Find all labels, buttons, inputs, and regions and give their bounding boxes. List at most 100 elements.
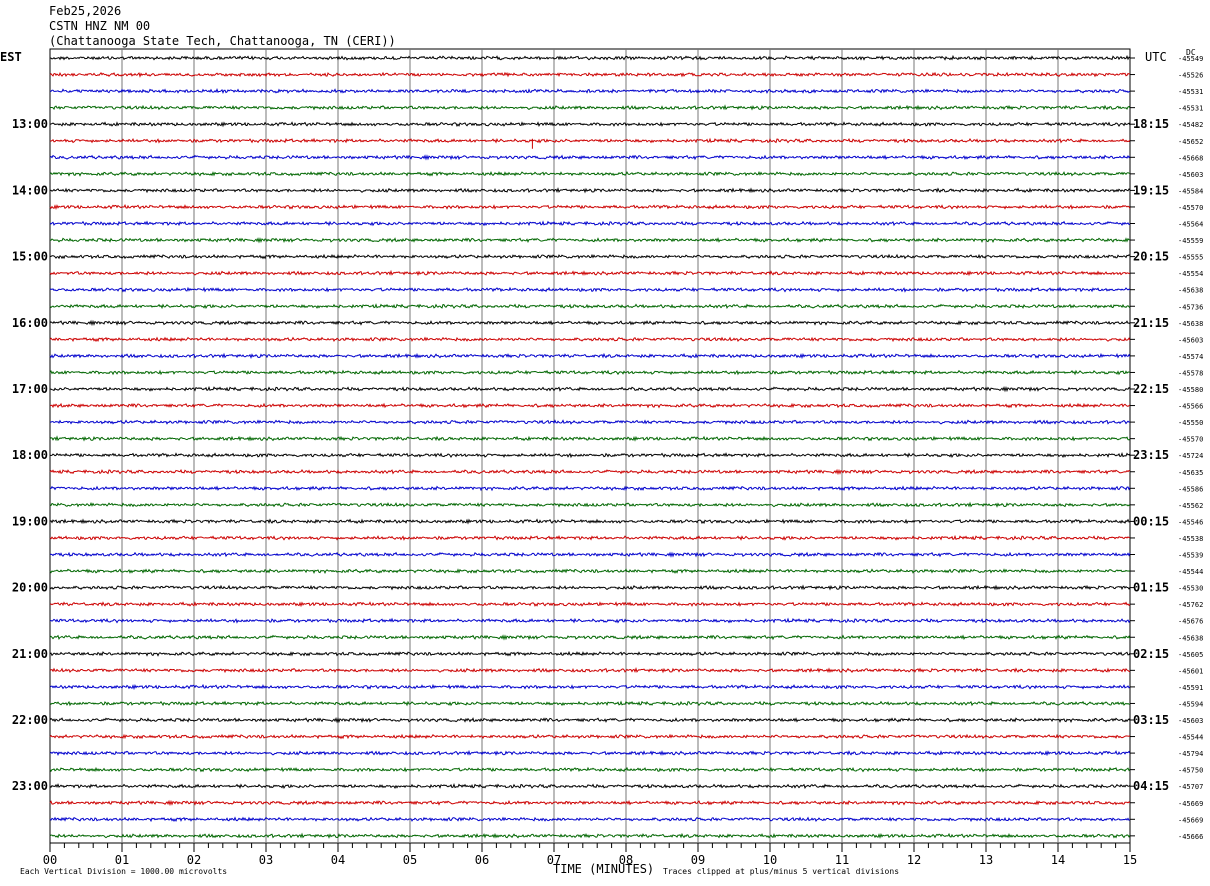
dc-offset-label: -45564 <box>1178 221 1203 229</box>
est-hour-label: 21:00 <box>12 647 48 661</box>
dc-offset-label: -45601 <box>1178 667 1203 675</box>
trace-line <box>49 435 1131 442</box>
x-tick-label: 14 <box>1051 853 1065 867</box>
dc-offset-label: -45530 <box>1178 585 1203 593</box>
trace-line <box>49 501 1131 508</box>
trace-line <box>49 385 1131 393</box>
trace-line <box>49 601 1131 608</box>
trace-line <box>49 54 1131 61</box>
dc-offset-label: -45580 <box>1178 386 1203 394</box>
dc-offset-label: -45549 <box>1178 55 1203 63</box>
trace-line <box>49 716 1131 724</box>
trace-line <box>49 187 1131 194</box>
trace-line <box>49 534 1131 541</box>
dc-offset-label: -45603 <box>1178 717 1203 725</box>
clip-note: Traces clipped at plus/minus 5 vertical … <box>663 867 900 876</box>
dc-offset-label: -45794 <box>1178 750 1203 758</box>
trace-line <box>49 832 1131 839</box>
x-tick-label: 05 <box>403 853 417 867</box>
trace-line <box>49 650 1131 657</box>
est-hour-label: 15:00 <box>12 250 48 264</box>
trace-line <box>49 253 1131 260</box>
trace-line <box>49 204 1131 211</box>
dc-offset-label: -45666 <box>1178 833 1203 841</box>
dc-offset-label: -45562 <box>1178 502 1203 510</box>
dc-offset-label: -45750 <box>1178 767 1203 775</box>
trace-line <box>49 700 1131 707</box>
trace-line <box>49 568 1131 574</box>
dc-offset-label: -45544 <box>1178 568 1203 576</box>
dc-label: DC <box>1186 48 1196 57</box>
dc-offset-label: -45668 <box>1178 154 1203 162</box>
x-tick-label: 03 <box>259 853 273 867</box>
trace-line <box>49 269 1131 277</box>
dc-offset-label: -45669 <box>1178 816 1203 824</box>
est-hour-label: 22:00 <box>12 713 48 727</box>
x-tick-label: 02 <box>187 853 201 867</box>
utc-hour-label: 04:15 <box>1133 779 1169 793</box>
trace-line <box>49 87 1131 95</box>
dc-offset-label: -45638 <box>1178 634 1203 642</box>
trace-line <box>49 121 1131 128</box>
trace-line <box>49 171 1131 177</box>
trace-line <box>49 154 1131 161</box>
est-hour-label: 20:00 <box>12 581 48 595</box>
trace-line <box>49 286 1131 293</box>
dc-offset-label: -45638 <box>1178 287 1203 295</box>
est-hour-label: 13:00 <box>12 117 48 131</box>
dc-offset-label: -45635 <box>1178 469 1203 477</box>
utc-hour-label: 23:15 <box>1133 448 1169 462</box>
header-location: (Chattanooga State Tech, Chattanooga, TN… <box>49 34 396 48</box>
trace-line <box>49 137 1131 144</box>
dc-offset-label: -45605 <box>1178 651 1203 659</box>
dc-offset-label: -45566 <box>1178 403 1203 411</box>
scale-note: Each Vertical Division = 1000.00 microvo… <box>20 867 228 876</box>
x-tick-label: 08 <box>619 853 633 867</box>
trace-line <box>49 518 1131 525</box>
dc-offset-label: -45736 <box>1178 303 1203 311</box>
x-tick-label: 00 <box>43 853 57 867</box>
est-hour-label: 23:00 <box>12 779 48 793</box>
utc-hour-label: 02:15 <box>1133 647 1169 661</box>
x-tick-label: 13 <box>979 853 993 867</box>
dc-offset-label: -45574 <box>1178 353 1203 361</box>
trace-line <box>49 766 1131 773</box>
trace-line <box>49 220 1131 227</box>
dc-offset-label: -45531 <box>1178 88 1203 96</box>
trace-line <box>49 352 1131 360</box>
trace-line <box>49 551 1131 558</box>
trace-line <box>49 104 1131 111</box>
trace-line <box>49 468 1131 476</box>
trace-line <box>49 783 1131 790</box>
utc-hour-label: 20:15 <box>1133 250 1169 264</box>
x-tick-label: 01 <box>115 853 129 867</box>
est-hour-label: 18:00 <box>12 448 48 462</box>
utc-axis-label: UTC <box>1145 50 1167 64</box>
utc-hour-label: 22:15 <box>1133 382 1169 396</box>
trace-line <box>50 419 1131 425</box>
trace-line <box>49 71 1130 78</box>
est-hour-label: 16:00 <box>12 316 48 330</box>
trace-line <box>49 237 1131 244</box>
trace-line <box>49 402 1131 409</box>
header-date: Feb25,2026 <box>49 4 122 18</box>
trace-line <box>49 319 1131 327</box>
trace-line <box>49 683 1131 691</box>
est-hour-label: 17:00 <box>12 382 48 396</box>
trace-line <box>49 749 1131 757</box>
trace-line <box>49 666 1131 674</box>
dc-offset-label: -45526 <box>1178 72 1203 80</box>
est-axis-label: EST <box>0 50 22 64</box>
dc-offset-label: -45603 <box>1178 336 1203 344</box>
dc-offset-label: -45559 <box>1178 237 1203 245</box>
x-axis-title: TIME (MINUTES) <box>553 862 655 876</box>
utc-hour-label: 01:15 <box>1133 581 1169 595</box>
dc-offset-label: -45570 <box>1178 436 1203 444</box>
utc-hour-label: 00:15 <box>1133 514 1169 528</box>
header-station: CSTN HNZ NM 00 <box>49 19 151 33</box>
dc-offset-label: -45594 <box>1178 700 1203 708</box>
trace-line <box>49 617 1131 624</box>
dc-offset-label: -45586 <box>1178 485 1203 493</box>
utc-hour-label: 03:15 <box>1133 713 1169 727</box>
dc-offset-label: -45669 <box>1178 800 1203 808</box>
